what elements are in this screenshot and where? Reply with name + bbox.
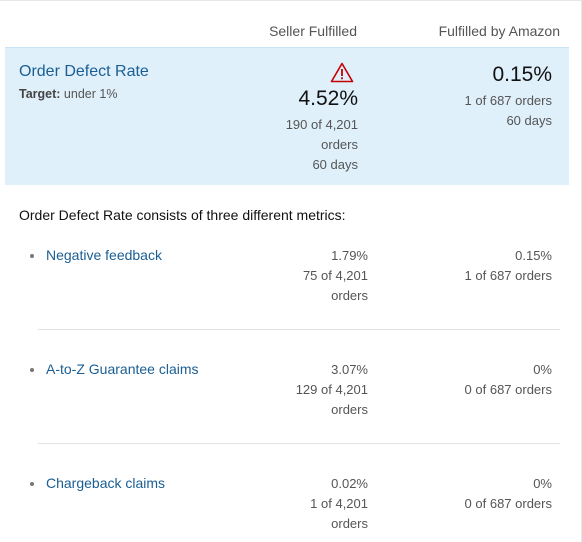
metric-fba-count: 0 of 687 orders xyxy=(464,382,552,397)
metric-seller-count: 75 of 4,201 xyxy=(302,268,368,283)
metric-seller-rate: 3.07% xyxy=(331,362,368,377)
odr-target-value: under 1% xyxy=(63,87,118,101)
column-header-fulfilled-by-amazon: Fulfilled by Amazon xyxy=(438,23,560,39)
metric-fba-rate: 0.15% xyxy=(515,248,552,263)
metric-seller-unit: orders xyxy=(331,402,368,417)
odr-title-link[interactable]: Order Defect Rate xyxy=(19,63,149,80)
metric-negative-feedback-link[interactable]: Negative feedback xyxy=(46,247,162,263)
metric-seller-unit: orders xyxy=(331,288,368,303)
warning-triangle-icon xyxy=(330,62,354,83)
odr-seller-rate: 4.52% xyxy=(298,87,358,110)
metric-seller-count: 1 of 4,201 xyxy=(310,496,368,511)
odr-target-label: Target: xyxy=(19,87,61,101)
metric-seller-rate: 0.02% xyxy=(331,476,368,491)
odr-fba-period: 60 days xyxy=(506,113,552,128)
metric-seller-count: 129 of 4,201 xyxy=(295,382,368,397)
odr-fba-count: 1 of 687 orders xyxy=(464,93,552,108)
metric-fba-rate: 0% xyxy=(533,362,552,377)
bullet-icon xyxy=(30,482,34,486)
metric-fba-count: 0 of 687 orders xyxy=(464,496,552,511)
bullet-icon xyxy=(30,368,34,372)
metrics-intro-text: Order Defect Rate consists of three diff… xyxy=(19,207,346,223)
odr-seller-unit: orders xyxy=(321,137,358,152)
metric-a-to-z-claims-link[interactable]: A-to-Z Guarantee claims xyxy=(46,361,199,377)
metric-divider xyxy=(38,329,560,330)
metric-divider xyxy=(38,443,560,444)
bullet-icon xyxy=(30,254,34,258)
odr-seller-period: 60 days xyxy=(312,157,358,172)
column-header-seller-fulfilled: Seller Fulfilled xyxy=(269,23,357,39)
odr-target: Target: under 1% xyxy=(19,87,117,101)
metric-fba-rate: 0% xyxy=(533,476,552,491)
metric-seller-unit: orders xyxy=(331,516,368,531)
odr-seller-count: 190 of 4,201 xyxy=(285,117,358,132)
odr-summary-row xyxy=(5,47,569,185)
metric-seller-rate: 1.79% xyxy=(331,248,368,263)
odr-fba-rate: 0.15% xyxy=(492,63,552,86)
metric-chargeback-claims-link[interactable]: Chargeback claims xyxy=(46,475,166,491)
metric-fba-count: 1 of 687 orders xyxy=(464,268,552,283)
